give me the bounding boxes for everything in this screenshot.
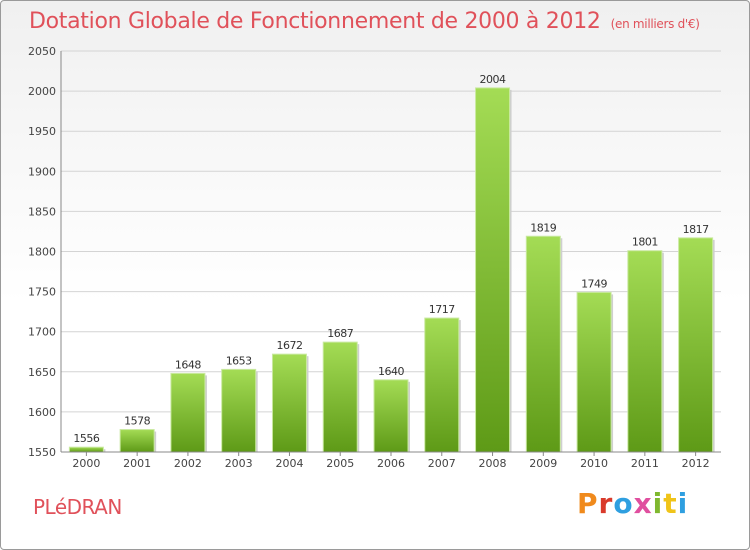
chart-title: Dotation Globale de Fonctionnement de 20… — [29, 9, 601, 34]
data-label-2007: 1717 — [429, 303, 455, 316]
x-tick-label-2003: 2003 — [225, 457, 253, 470]
y-tick-label: 1750 — [28, 286, 56, 299]
bar-2009 — [525, 235, 561, 453]
bars — [68, 87, 715, 453]
y-tick-label: 2050 — [28, 45, 56, 58]
bar-2007 — [424, 317, 460, 453]
brand-letter: t — [663, 487, 678, 520]
data-label-2011: 1801 — [632, 236, 658, 249]
x-tick-label-2000: 2000 — [72, 457, 100, 470]
brand-letter: o — [613, 487, 634, 520]
data-label-2006: 1640 — [378, 365, 404, 378]
y-tick-label: 1850 — [28, 205, 56, 218]
data-label-2003: 1653 — [226, 354, 252, 367]
data-label-2008: 2004 — [480, 73, 506, 86]
x-tick-label-2001: 2001 — [123, 457, 151, 470]
data-label-2001: 1578 — [124, 415, 150, 428]
bar-2003 — [221, 368, 257, 453]
data-label-2004: 1672 — [276, 339, 302, 352]
bar-2002 — [170, 372, 206, 453]
y-tick-label: 1600 — [28, 406, 56, 419]
data-label-2005: 1687 — [327, 327, 353, 340]
data-label-2010: 1749 — [581, 277, 607, 290]
brand-letter: x — [633, 487, 653, 520]
bar-2000 — [68, 446, 104, 453]
bar-2005 — [322, 341, 358, 453]
city-name: PLéDRAN — [33, 495, 122, 519]
y-tick-label: 1900 — [28, 165, 56, 178]
x-tick-label-2007: 2007 — [428, 457, 456, 470]
brand-letter: r — [598, 487, 614, 520]
y-tick-label: 1800 — [28, 246, 56, 259]
data-labels: 1556 1578 1648 1653 1672 1687 1640 1717 2004 1819… — [73, 73, 709, 445]
chart-title-block: Dotation Globale de Fonctionnement de 20… — [29, 9, 700, 34]
x-tick-label-2004: 2004 — [275, 457, 303, 470]
y-tick-label: 1550 — [28, 446, 56, 459]
data-label-2009: 1819 — [530, 221, 556, 234]
x-tick-label-2012: 2012 — [682, 457, 710, 470]
brand-letter: P — [577, 487, 599, 520]
bar-2010 — [576, 291, 612, 453]
proxiti-logo: Proxiti — [577, 487, 688, 520]
data-label-2012: 1817 — [683, 223, 709, 236]
y-tick-label: 1650 — [28, 366, 56, 379]
axes: 1550 1600 1650 1700 1750 1800 1850 1900 1950 2000… — [28, 45, 721, 470]
x-tick-label-2002: 2002 — [174, 457, 202, 470]
y-tick-label: 1950 — [28, 125, 56, 138]
y-tick-label: 2000 — [28, 85, 56, 98]
y-tick-label: 1700 — [28, 326, 56, 339]
bar-2008 — [475, 87, 511, 453]
brand-letter: i — [677, 487, 689, 520]
x-tick-label-2010: 2010 — [580, 457, 608, 470]
data-label-2000: 1556 — [73, 432, 99, 445]
bar-2012 — [678, 237, 714, 453]
bar-2011 — [627, 250, 663, 453]
x-tick-label-2008: 2008 — [479, 457, 507, 470]
bar-2004 — [271, 353, 307, 453]
x-tick-label-2011: 2011 — [631, 457, 659, 470]
data-label-2002: 1648 — [175, 358, 201, 371]
x-tick-label-2006: 2006 — [377, 457, 405, 470]
x-tick-label-2005: 2005 — [326, 457, 354, 470]
x-tick-label-2009: 2009 — [529, 457, 557, 470]
chart-subtitle: (en milliers d'€) — [610, 17, 700, 31]
bar-2001 — [119, 429, 155, 453]
brand-letter: i — [652, 487, 664, 520]
bar-2006 — [373, 379, 409, 453]
